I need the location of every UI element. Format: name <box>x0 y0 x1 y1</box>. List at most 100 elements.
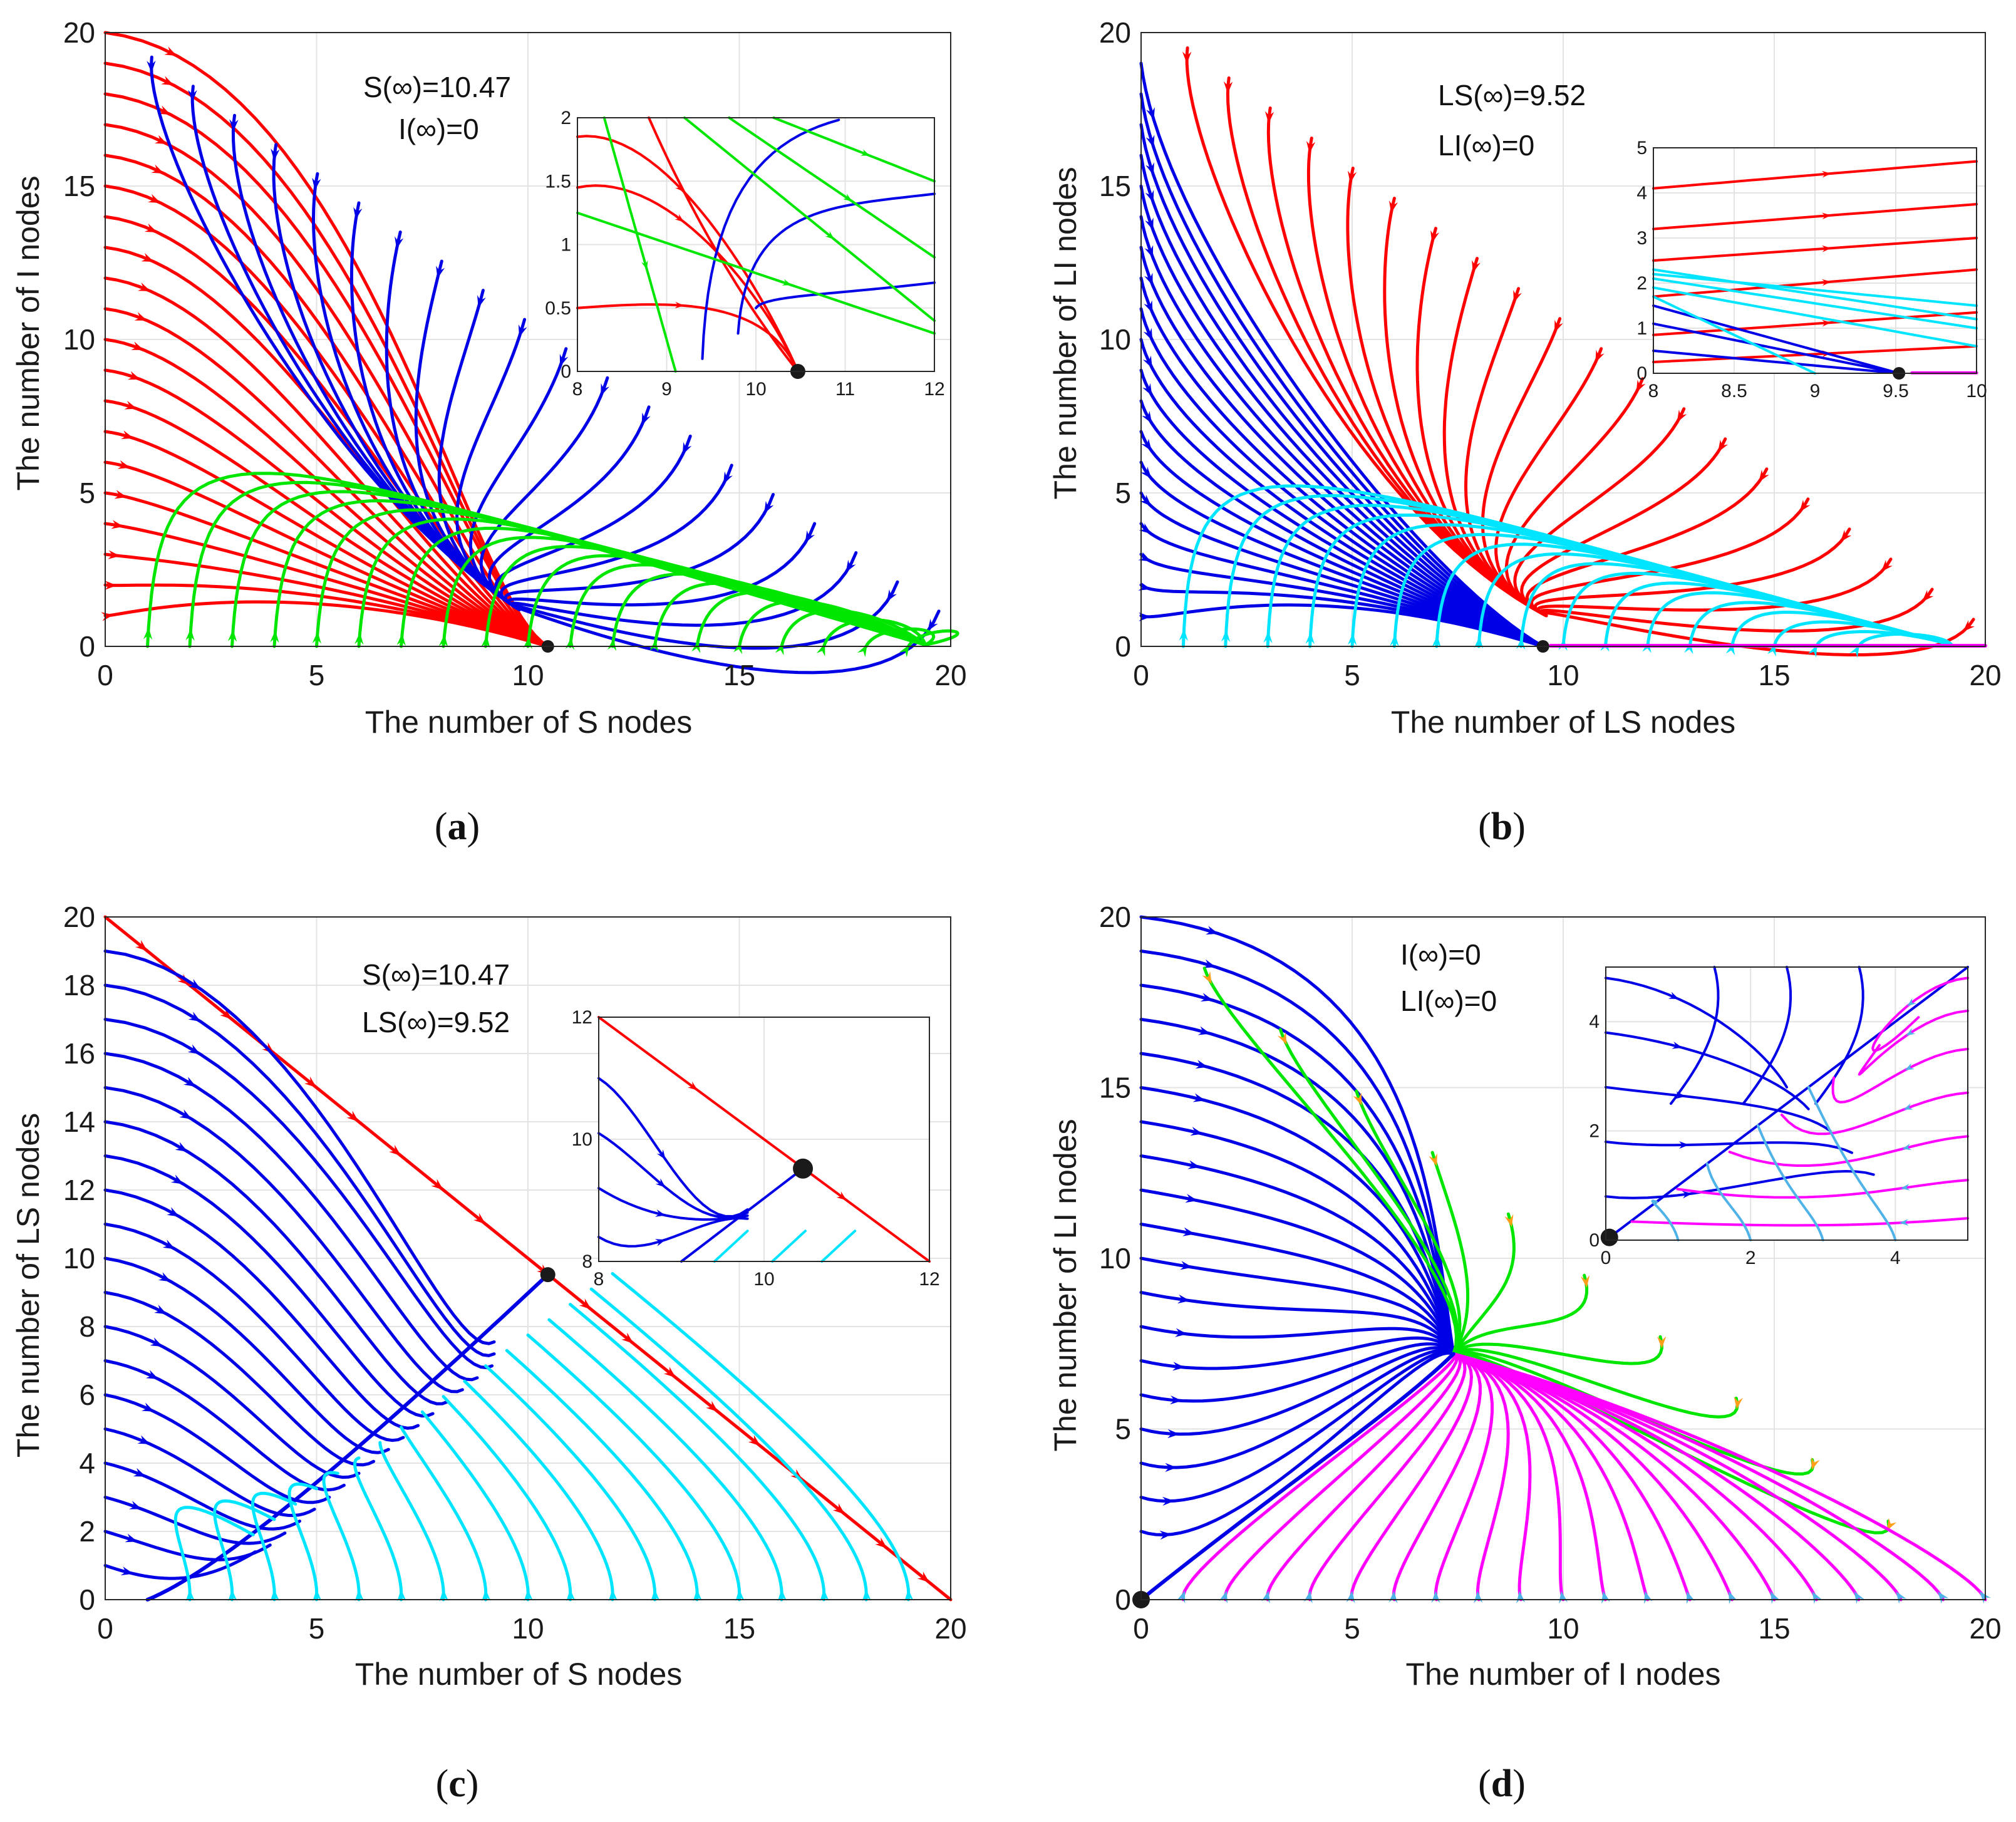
panel-b-inset-red-arrow-1 <box>1822 212 1831 220</box>
panel-c-cyan-arrow-0 <box>185 1589 195 1602</box>
caption-c: (c) <box>436 1762 479 1805</box>
panel-b-inset-red-1 <box>1652 203 1978 230</box>
panel-b-cyan-trajectory-15 <box>1814 630 1953 648</box>
panel-a-green-arrow-8 <box>481 635 490 648</box>
panel-c-cyan-trajectory-9 <box>442 1395 572 1602</box>
panel-b-blue-arrow-1 <box>1139 612 1151 622</box>
panel-d-inset-blue-arrow-0 <box>1668 991 1679 1000</box>
panel-a-red-trajectory-3 <box>103 552 550 648</box>
panel-a-green-arrow-17 <box>857 644 867 658</box>
panel-a-red-trajectory-10 <box>103 338 550 648</box>
panel-a-green-trajectory-17 <box>864 627 936 648</box>
panel-c-blue-arrow-15 <box>179 1109 192 1119</box>
panel-c-cyan-arrow-16 <box>862 1588 872 1602</box>
panel-c-blue-arrow-10 <box>158 1272 172 1282</box>
panel-c-cyan-trajectory-5 <box>353 1456 403 1602</box>
panel-a-green-arrow-4 <box>312 631 321 644</box>
panel-d-inset-equilibrium-point <box>1600 1228 1618 1246</box>
panel-a-xtick-label-2: 10 <box>512 659 544 691</box>
panel-a-red-trajectory-9 <box>103 368 550 648</box>
panel-d-inset-blue-4 <box>1605 1170 1875 1199</box>
panel-a-inset-ytick-label-0: 0 <box>561 361 571 382</box>
panel-a-blue-arrow-17 <box>845 559 856 572</box>
caption-a-open: ( <box>435 805 448 848</box>
panel-b-inset-xtick-label-4: 10 <box>1966 381 1987 401</box>
panel-b-red-arrow-5 <box>1389 200 1398 214</box>
panel-a-inset-red-1 <box>576 184 799 373</box>
panel-d-inset: 0 2 4 0 2 4 <box>1589 966 1969 1268</box>
panel-d-ylabel: The number of LI nodes <box>1048 1119 1083 1452</box>
panel-d-orange-arrow-9 <box>1886 1518 1897 1531</box>
panel-b-phase-portrait: 0 5 10 15 20 0 5 10 15 20 8 8.5 9 9.5 10 0 1 2 3 4 5 LS(∞)=… <box>1048 16 2002 740</box>
panel-a-blue-arrow-19 <box>928 618 938 631</box>
panel-d-ytick-label-1: 5 <box>1115 1413 1131 1446</box>
panel-a-ytick-label-1: 5 <box>79 477 95 509</box>
panel-a-inset-blue-1 <box>737 192 936 335</box>
panel-b-red-arrow-13 <box>1717 440 1729 453</box>
panel-a-blue-arrow-0 <box>147 60 156 73</box>
panel-c-xtick-label-3: 15 <box>723 1612 755 1645</box>
panel-c-ytick-label-4: 8 <box>79 1310 95 1343</box>
panel-b-blue-arrow-18 <box>1145 135 1155 148</box>
panel-b-red-trajectory-19 <box>1540 611 1975 656</box>
panel-a-red-arrow-15 <box>148 194 161 204</box>
panel-a-xtick-label-0: 0 <box>97 659 113 691</box>
panel-b-inset-red-0 <box>1652 160 1978 190</box>
panel-d-magenta-trajectory-11 <box>1452 1352 1650 1602</box>
panel-b-ytick-label-1: 5 <box>1115 477 1131 509</box>
panel-a-blue-arrow-16 <box>805 530 815 544</box>
panel-d-magenta-trajectory-2 <box>1266 1352 1462 1602</box>
panel-d-magenta-trajectory-12 <box>1452 1352 1692 1602</box>
panel-c-blue-arrow-5 <box>137 1435 150 1444</box>
panel-d-blue-trajectory-9 <box>1139 1256 1455 1356</box>
panel-d-inset-magenta-2 <box>1831 1047 1969 1104</box>
panel-b-inset-ytick-label-4: 4 <box>1636 183 1647 204</box>
caption-d: (d) <box>1478 1762 1526 1805</box>
panel-c-inset-blue-0 <box>597 1077 749 1218</box>
panel-a-ylabel: The number of I nodes <box>11 175 46 490</box>
panel-d-magenta-trajectory-6 <box>1434 1352 1494 1602</box>
panel-a-inset-ytick-label-3: 1.5 <box>545 171 571 192</box>
panel-a-red-arrow-4 <box>111 520 124 529</box>
panel-b-xtick-label-3: 15 <box>1758 659 1790 691</box>
panel-b-blue-arrow-14 <box>1144 245 1154 258</box>
panel-b-blue-trajectory-15 <box>1139 184 1545 648</box>
panel-d-blue-arrow-19 <box>1206 926 1219 935</box>
panel-a-green-trajectory-16 <box>822 618 927 648</box>
panel-d-blue-arrow-15 <box>1195 1060 1208 1069</box>
panel-c-cyan-trajectory-11 <box>484 1364 657 1602</box>
panel-a-blue-arrow-1 <box>188 90 197 102</box>
panel-a-red-arrow-2 <box>105 581 117 590</box>
panel-d-inset-magenta-6 <box>1630 1217 1969 1227</box>
panel-d-green-trajectory-6 <box>1452 1335 1663 1365</box>
panel-b-inset-cyan-2 <box>1652 286 1978 348</box>
panel-d-magenta-trajectory-16 <box>1452 1352 1861 1602</box>
panel-d-blue-trajectory-4 <box>1139 1346 1455 1436</box>
panel-d-inset-magenta-0 <box>1871 976 1969 1052</box>
panel-a-inset-xtick-label-0: 8 <box>572 379 583 400</box>
panel-c-blue-arrow-2 <box>125 1533 138 1543</box>
panel-a-phase-portrait: 0 5 10 15 20 0 5 10 15 20 8 9 10 11 12 0 0.5 1 1.5 2 S(∞)=… <box>11 16 967 740</box>
panel-c-inset-xtick-label-2: 12 <box>919 1269 939 1290</box>
panel-c-cyan-arrow-14 <box>777 1588 787 1602</box>
panel-b-red-arrow-7 <box>1472 260 1481 273</box>
panel-a-blue-arrow-12 <box>641 412 651 426</box>
panel-b-inset-red-arrow-0 <box>1822 170 1831 178</box>
panel-b-blue-arrow-19 <box>1146 107 1155 120</box>
panel-c-inset-cyan-1 <box>771 1229 807 1263</box>
panel-b-red-trajectory-13 <box>1520 437 1727 618</box>
panel-d-lightblue-arrow-2 <box>1261 1590 1270 1604</box>
panel-a-inset-xtick-label-3: 11 <box>835 379 855 400</box>
panel-c-cyan-arrow-10 <box>608 1588 618 1602</box>
panel-c-inset-frame <box>598 1017 930 1262</box>
panel-c-red-arrow-18 <box>875 1537 887 1549</box>
panel-c-red-arrow-7 <box>389 1144 401 1156</box>
panel-b-inset-xtick-label-2: 9 <box>1810 381 1821 401</box>
panel-a-red-trajectory-8 <box>103 399 550 648</box>
panel-a-green-arrow-14 <box>733 641 743 655</box>
panel-a-red-arrow-19 <box>161 76 174 86</box>
panel-d-magenta-trajectory-1 <box>1223 1352 1459 1602</box>
panel-b-blue-trajectory-13 <box>1139 246 1545 648</box>
panel-d-inset-ytick-label-0: 0 <box>1589 1230 1600 1251</box>
